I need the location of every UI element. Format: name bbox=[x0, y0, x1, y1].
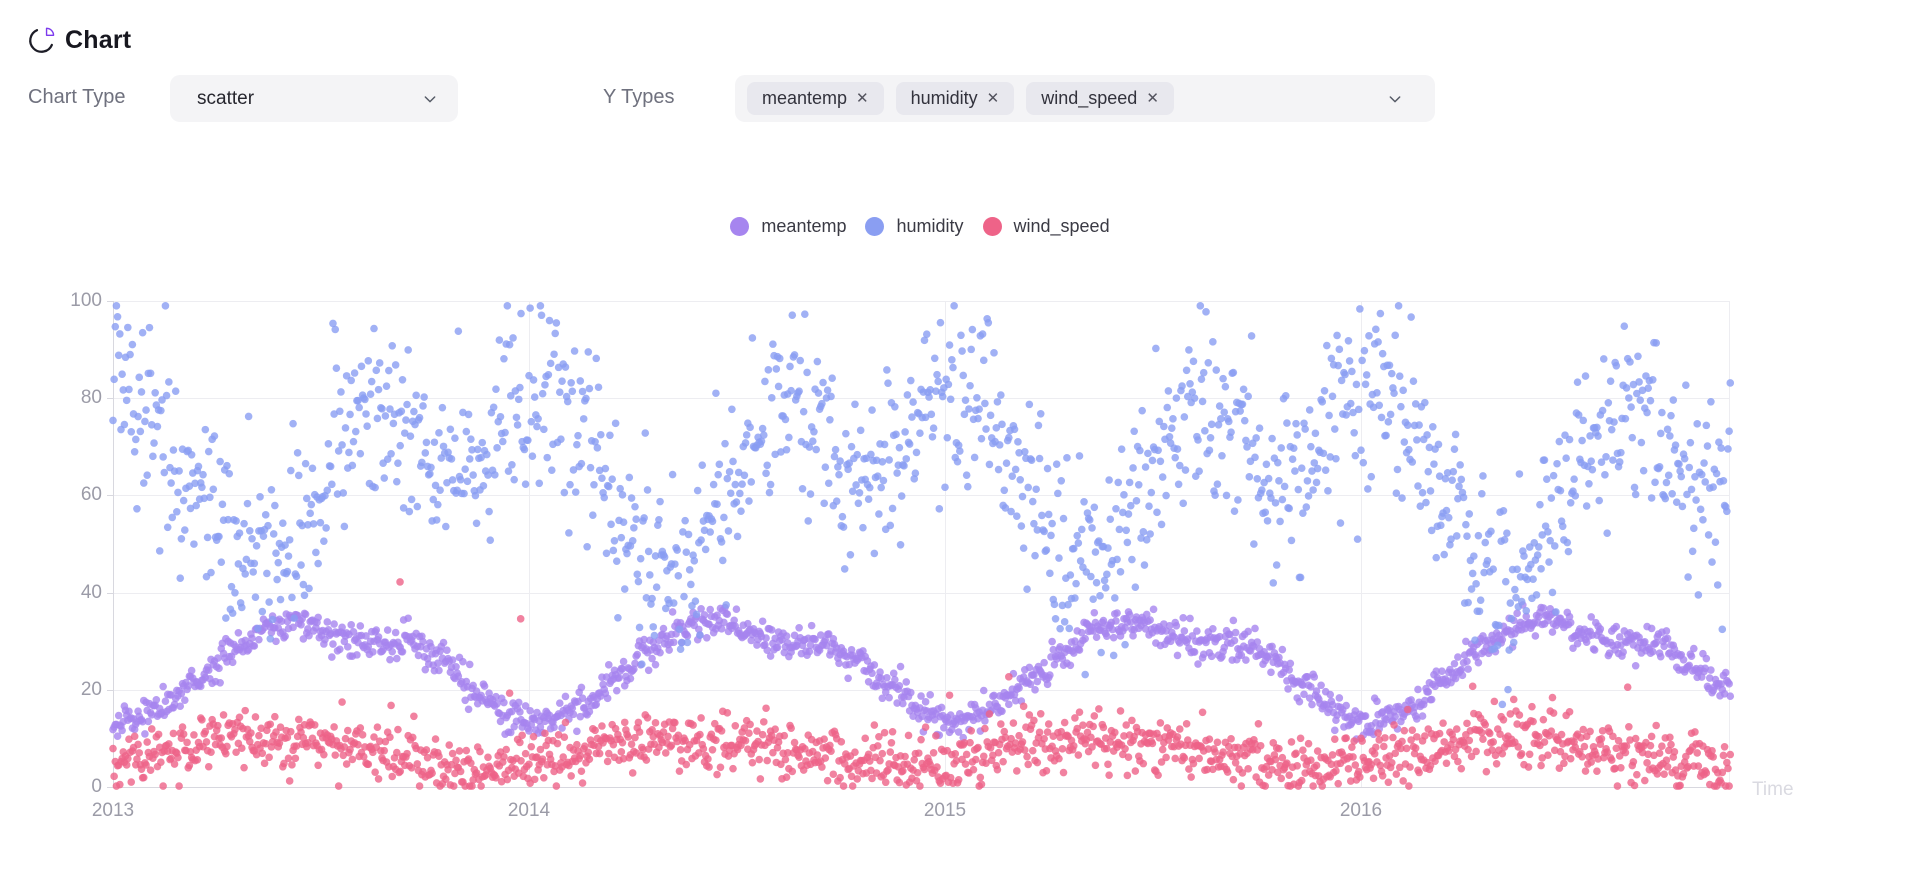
x-axis-tick-label: 2014 bbox=[507, 800, 551, 821]
chart-type-label: Chart Type bbox=[28, 86, 126, 108]
y-type-tag-wind-speed[interactable]: wind_speed ✕ bbox=[1026, 82, 1174, 115]
y-axis-tick-label: 0 bbox=[91, 776, 102, 797]
x-axis-tick-label: 2016 bbox=[1339, 800, 1383, 821]
legend-item-wind-speed[interactable]: wind_speed bbox=[982, 216, 1110, 237]
y-axis-tick-label: 60 bbox=[80, 484, 102, 506]
legend-label: wind_speed bbox=[1013, 216, 1110, 236]
page-title: Chart bbox=[65, 26, 132, 54]
y-axis-tick-label: 40 bbox=[80, 581, 102, 603]
y-types-label: Y Types bbox=[603, 86, 675, 108]
tag-label: wind_speed bbox=[1041, 88, 1138, 108]
legend-item-humidity[interactable]: humidity bbox=[865, 216, 964, 237]
y-axis-tick-label: 100 bbox=[70, 290, 102, 311]
chart-legend: meantemp humidity wind_speed bbox=[110, 216, 1730, 237]
scatter-chart[interactable] bbox=[105, 265, 1745, 810]
tag-label: meantemp bbox=[762, 88, 848, 108]
legend-item-meantemp[interactable]: meantemp bbox=[730, 216, 846, 237]
y-type-tag-meantemp[interactable]: meantemp ✕ bbox=[747, 82, 884, 115]
chevron-down-icon[interactable] bbox=[422, 91, 438, 107]
chart-type-select[interactable]: scatter bbox=[170, 75, 458, 122]
remove-tag-icon[interactable]: ✕ bbox=[1146, 90, 1159, 107]
y-axis-tick-label: 20 bbox=[80, 678, 102, 700]
y-types-select[interactable]: meantemp ✕ humidity ✕ wind_speed ✕ bbox=[735, 75, 1435, 122]
chevron-down-icon[interactable] bbox=[1387, 91, 1403, 107]
legend-swatch-humidity bbox=[865, 217, 885, 236]
pie-chart-icon bbox=[28, 27, 55, 54]
y-axis-tick-label: 80 bbox=[80, 387, 102, 409]
x-axis-tick-label: 2013 bbox=[91, 800, 135, 821]
legend-label: meantemp bbox=[761, 216, 847, 236]
page-header: Chart bbox=[28, 26, 131, 55]
x-axis-tick-label: 2015 bbox=[923, 800, 967, 821]
legend-label: humidity bbox=[896, 216, 964, 236]
time-axis-label: Time bbox=[1752, 779, 1794, 800]
chart-type-value: scatter bbox=[197, 87, 255, 109]
remove-tag-icon[interactable]: ✕ bbox=[856, 90, 869, 107]
remove-tag-icon[interactable]: ✕ bbox=[986, 90, 1000, 107]
legend-swatch-meantemp bbox=[730, 217, 750, 236]
legend-swatch-wind-speed bbox=[982, 217, 1002, 236]
y-type-tag-humidity[interactable]: humidity ✕ bbox=[895, 82, 1015, 115]
tag-label: humidity bbox=[910, 88, 978, 108]
